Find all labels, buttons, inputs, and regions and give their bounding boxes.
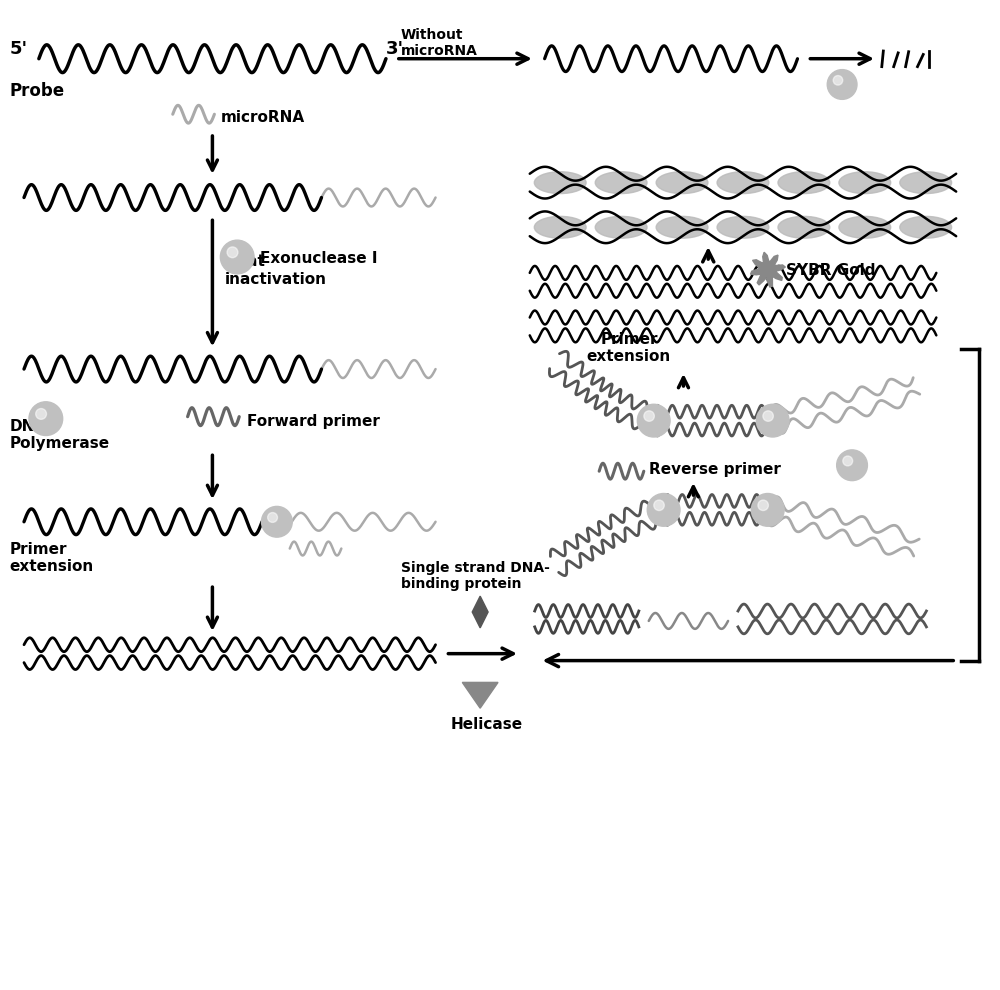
Text: 5': 5' bbox=[9, 40, 27, 57]
Text: Forward primer: Forward primer bbox=[247, 414, 380, 429]
Circle shape bbox=[36, 409, 46, 420]
Circle shape bbox=[827, 69, 857, 99]
Ellipse shape bbox=[717, 171, 769, 194]
Ellipse shape bbox=[778, 171, 830, 194]
Ellipse shape bbox=[839, 171, 891, 194]
Circle shape bbox=[833, 75, 843, 85]
Text: Primer
extension: Primer extension bbox=[9, 542, 93, 574]
Circle shape bbox=[644, 411, 654, 422]
Text: Primer
extension: Primer extension bbox=[587, 332, 671, 364]
Circle shape bbox=[29, 402, 63, 436]
Ellipse shape bbox=[717, 217, 769, 239]
Circle shape bbox=[837, 449, 867, 480]
Circle shape bbox=[220, 241, 254, 274]
Circle shape bbox=[763, 411, 773, 422]
Ellipse shape bbox=[534, 217, 586, 239]
Text: Probe: Probe bbox=[9, 82, 64, 100]
Polygon shape bbox=[472, 596, 488, 628]
Ellipse shape bbox=[656, 217, 708, 239]
Polygon shape bbox=[751, 252, 785, 287]
Ellipse shape bbox=[595, 217, 647, 239]
Ellipse shape bbox=[656, 171, 708, 194]
Ellipse shape bbox=[900, 217, 952, 239]
Circle shape bbox=[227, 247, 238, 257]
Ellipse shape bbox=[595, 171, 647, 194]
Text: 3': 3' bbox=[386, 40, 404, 57]
Ellipse shape bbox=[534, 171, 586, 194]
Ellipse shape bbox=[900, 171, 952, 194]
Text: microRNA: microRNA bbox=[220, 110, 304, 125]
Text: Helicase: Helicase bbox=[450, 717, 523, 732]
Circle shape bbox=[637, 404, 670, 437]
Circle shape bbox=[756, 404, 789, 437]
Text: SYBR Gold: SYBR Gold bbox=[786, 263, 875, 278]
Text: Reverse primer: Reverse primer bbox=[649, 462, 781, 477]
Text: DNA
Polymerase: DNA Polymerase bbox=[9, 419, 109, 451]
Ellipse shape bbox=[839, 217, 891, 239]
Circle shape bbox=[262, 507, 292, 538]
Text: Heat
inactivation: Heat inactivation bbox=[224, 254, 326, 287]
Polygon shape bbox=[462, 682, 498, 708]
Circle shape bbox=[751, 493, 784, 527]
Text: Exonuclease I: Exonuclease I bbox=[260, 250, 378, 265]
Text: Single strand DNA-
binding protein: Single strand DNA- binding protein bbox=[401, 561, 550, 591]
Ellipse shape bbox=[778, 217, 830, 239]
Circle shape bbox=[843, 456, 853, 466]
Circle shape bbox=[268, 513, 277, 523]
Circle shape bbox=[654, 500, 664, 511]
Circle shape bbox=[647, 493, 680, 527]
Text: Without
microRNA: Without microRNA bbox=[401, 28, 478, 57]
Circle shape bbox=[758, 500, 768, 511]
